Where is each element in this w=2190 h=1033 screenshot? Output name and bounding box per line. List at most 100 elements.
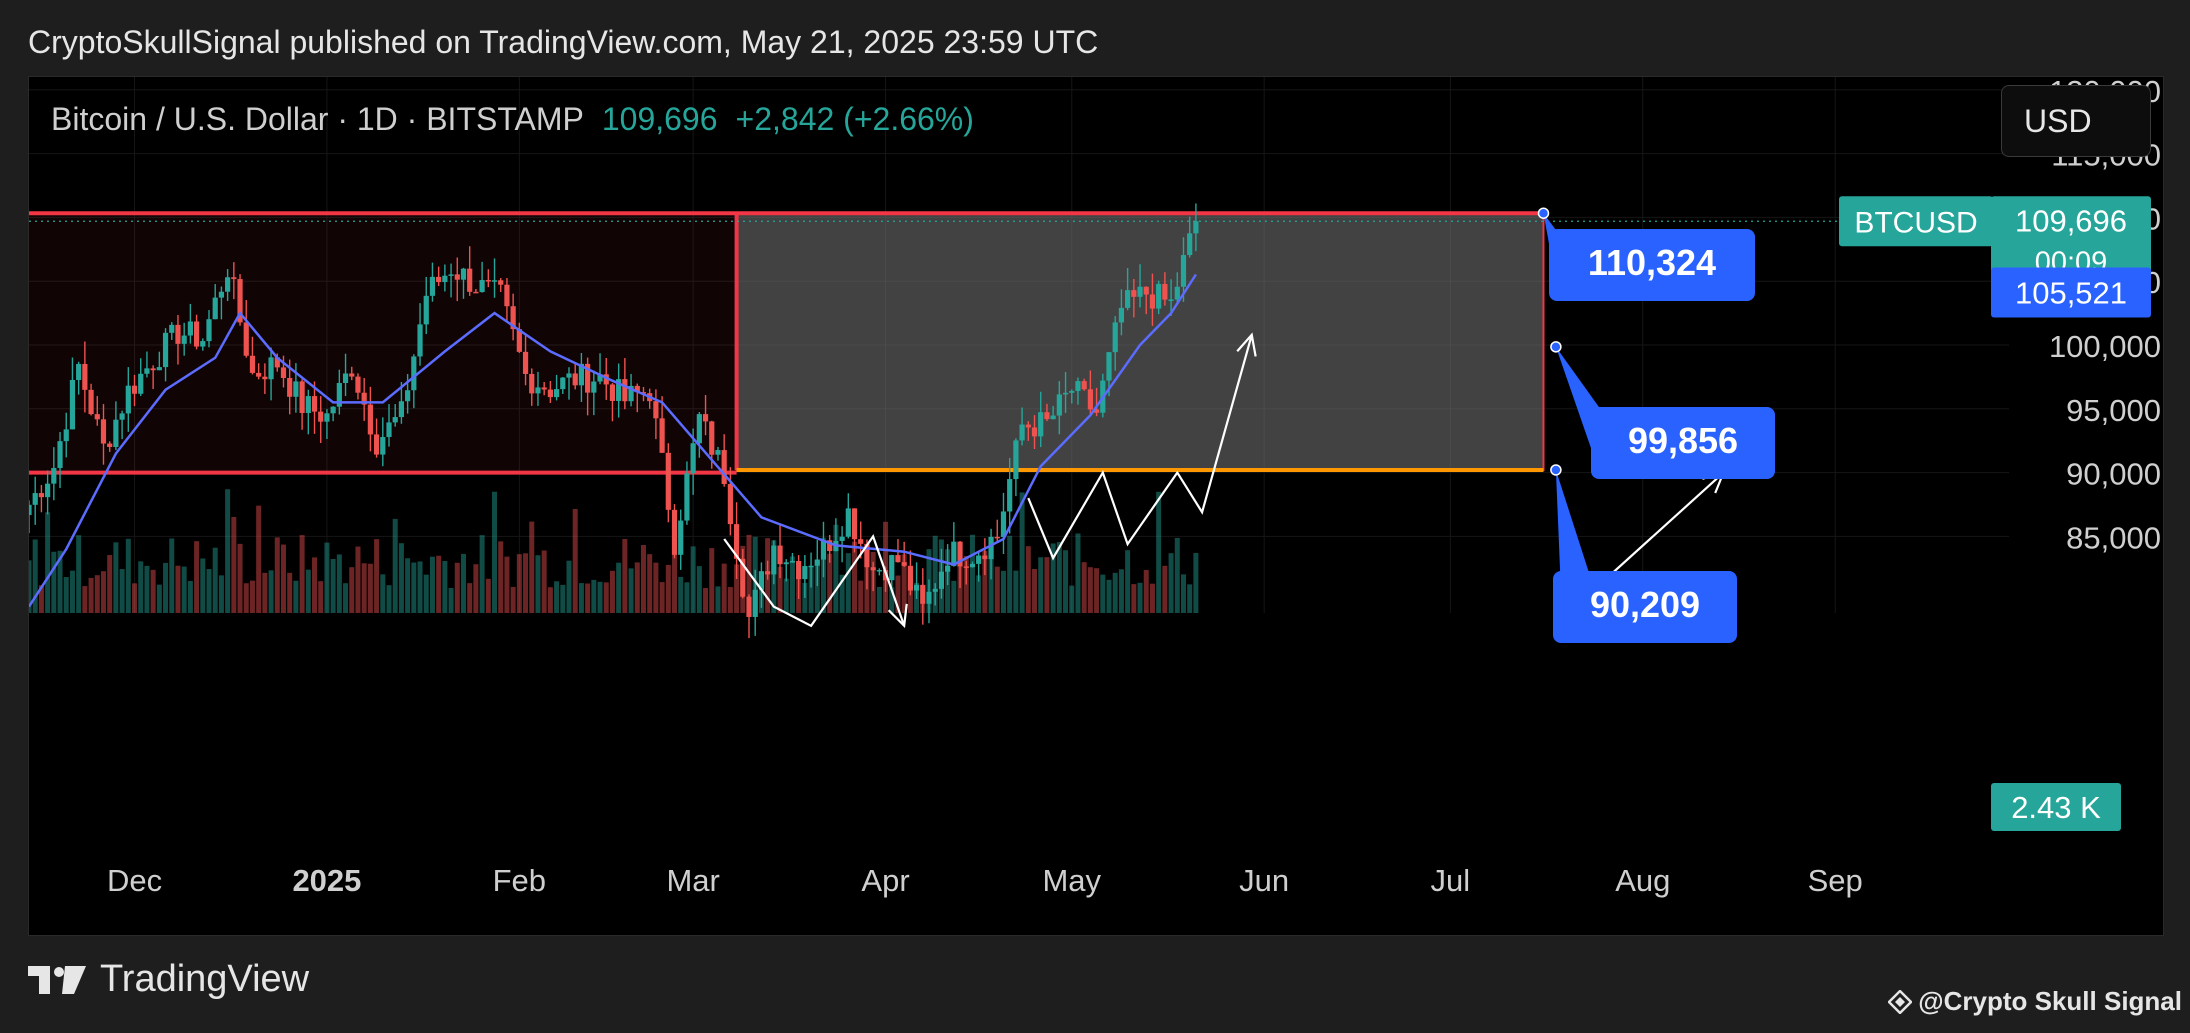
volume-bar (88, 577, 94, 613)
volume-bar (659, 582, 665, 613)
volume-bar (1019, 492, 1025, 613)
volume-bar (516, 554, 522, 613)
candle-body (876, 569, 882, 572)
candle-body (355, 376, 361, 393)
candle-body (727, 484, 733, 525)
volume-bar (535, 555, 541, 613)
candle-body (603, 374, 609, 385)
currency-button[interactable]: USD (2001, 85, 2151, 157)
volume-bar (808, 567, 814, 613)
candle-body (491, 280, 498, 282)
candle-body (864, 543, 870, 568)
candle-body (1025, 424, 1031, 428)
candle-body (709, 421, 715, 455)
arrow-head (1236, 332, 1257, 357)
volume-bar (1087, 567, 1093, 613)
volume-bar (355, 546, 361, 613)
x-tick-label: Mar (666, 863, 719, 898)
volume-bar (231, 516, 237, 613)
volume-bar (597, 581, 603, 613)
volume-bar (1118, 569, 1124, 613)
volume-bar (1125, 550, 1131, 613)
volume-bar (1193, 552, 1199, 613)
candle-body (1050, 415, 1056, 420)
candle-body (1112, 322, 1118, 353)
volume-bar (460, 553, 466, 613)
candle-body (609, 384, 616, 401)
candle-body (976, 555, 982, 564)
candle-body (1187, 233, 1193, 256)
volume-bar (1131, 584, 1137, 613)
volume-bar (287, 572, 293, 613)
volume-bar (653, 562, 659, 613)
candle-body (237, 279, 243, 323)
candle-body (591, 381, 597, 393)
volume-bar (951, 580, 957, 613)
candles (29, 203, 1199, 639)
volume-bar (392, 518, 398, 613)
volume-bar (845, 553, 851, 613)
candle-body (988, 536, 994, 560)
candle-body (144, 368, 150, 374)
volume-bar (591, 579, 597, 613)
candle-body (175, 324, 181, 344)
candle-body (889, 555, 895, 581)
tradingview-logo-icon (28, 965, 86, 994)
candle-body (938, 571, 945, 589)
candle-body (305, 396, 311, 413)
volume-bar (1056, 542, 1062, 613)
candle-body (839, 536, 845, 541)
volume-bar (609, 570, 615, 613)
target-zone (735, 212, 1545, 471)
volume-bar (777, 566, 783, 613)
candle-body (187, 321, 193, 336)
candle-body (436, 276, 442, 283)
volume-bar (343, 583, 349, 613)
candle-body (578, 363, 585, 386)
candle-body (380, 437, 386, 455)
volume-bar (678, 576, 684, 613)
volume-bar (32, 539, 38, 613)
volume-bar (839, 574, 845, 613)
chart-pane[interactable]: 110,324 99,856 90,209 85,000 90,000 95,000 100… (28, 76, 2164, 936)
volume-bar (442, 560, 448, 613)
volume-bar (82, 586, 88, 613)
candle-body (249, 355, 256, 373)
volume-bar (783, 578, 789, 613)
volume-bar (473, 564, 479, 613)
diamond-logo-icon (1888, 989, 1913, 1014)
tradingview-logo[interactable]: TradingView (28, 958, 309, 1001)
candle-body (696, 414, 702, 444)
price-chart[interactable]: 110,324 99,856 90,209 85,000 90,000 95,000 100… (29, 77, 2163, 935)
zigzag-drawing (1027, 334, 1253, 561)
credit-text: @Crypto Skull Signal (1918, 986, 2182, 1016)
candle-body (373, 434, 380, 455)
candle-body (256, 372, 262, 377)
last-price-value: 109,696 (2015, 203, 2127, 238)
x-tick-label: Feb (493, 863, 546, 898)
candle-body (547, 389, 553, 398)
candle-body (721, 450, 727, 485)
candle-body (702, 414, 709, 422)
volume-bar (976, 575, 982, 613)
candle-body (138, 373, 144, 394)
candle-body (802, 566, 808, 580)
volume-bar (169, 538, 175, 613)
candle-body (206, 319, 212, 342)
volume-bar (858, 580, 864, 613)
volume-bar (690, 546, 696, 613)
candle-body (969, 563, 976, 568)
candle-body (1056, 394, 1062, 416)
candle-body (473, 291, 479, 294)
candle-body (212, 297, 218, 320)
volume-bar (212, 547, 218, 613)
x-tick-label: May (1042, 863, 1101, 898)
volume-bar (1162, 565, 1168, 613)
volume-bar (696, 566, 702, 613)
candle-body (932, 588, 938, 592)
candle-body (169, 324, 175, 333)
volume-bar (69, 570, 75, 613)
volume-bar (386, 585, 392, 613)
candle-body (926, 591, 932, 604)
candle-body (746, 596, 752, 617)
